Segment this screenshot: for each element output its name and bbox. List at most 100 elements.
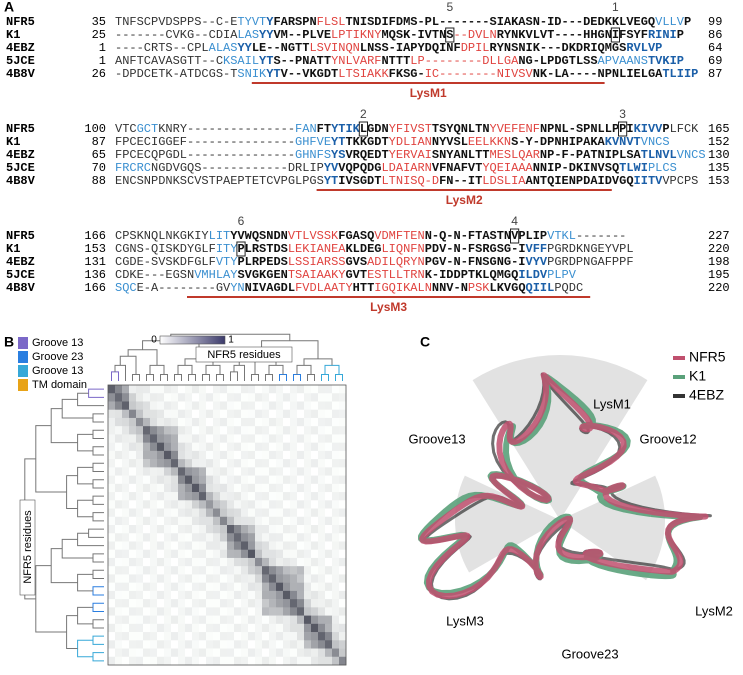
heatmap-cell: [171, 409, 179, 419]
heatmap-cell: [143, 442, 151, 452]
heatmap-cell: [241, 492, 249, 501]
heatmap-cell: [276, 467, 284, 476]
heatmap-cell: [304, 459, 312, 468]
heatmap-cell: [227, 500, 235, 509]
residue-run: VTC: [115, 122, 137, 136]
heatmap-cell: [269, 590, 277, 600]
heatmap-cell: [269, 549, 277, 559]
heatmap-cell: [283, 385, 291, 394]
heatmap-cell: [304, 590, 312, 600]
heatmap-cell: [262, 401, 270, 411]
heatmap-cell: [185, 566, 193, 575]
heatmap-cell: [220, 442, 228, 452]
heatmap-cell: [199, 599, 207, 608]
start-position: 26: [92, 67, 106, 81]
heatmap-cell: [108, 442, 116, 452]
heatmap-cell: [115, 549, 123, 559]
heatmap-cell: [220, 508, 228, 518]
heatmap-cell: [213, 467, 221, 476]
heatmap-cell: [227, 475, 235, 485]
heatmap-cell: [227, 393, 235, 402]
heatmap-cell: [108, 401, 116, 411]
heatmap-cell: [290, 656, 298, 666]
heatmap-cell: [297, 516, 305, 526]
heatmap-cell: [269, 632, 277, 641]
residue-run: KLDEG: [345, 242, 381, 256]
region-label: LysM1: [410, 86, 447, 100]
heatmap-cell: [332, 467, 340, 476]
heatmap-cell: [290, 442, 298, 452]
sequence: CGDE-SVSKDFGLFVTYPLRPEDSLSSIARSSGVSADILQ…: [115, 255, 634, 269]
heatmap-cell: [157, 648, 165, 658]
heatmap-cell: [178, 640, 186, 649]
heatmap-cell: [325, 656, 333, 666]
heatmap-cell: [150, 409, 158, 419]
heatmap-cell: [276, 450, 284, 460]
heatmap-cell: [199, 492, 207, 501]
heatmap-cell: [157, 599, 165, 608]
heatmap-cell: [164, 549, 172, 559]
heatmap-cell: [143, 590, 151, 600]
heatmap-cell: [318, 623, 326, 633]
heatmap-cell: [283, 533, 291, 542]
backbone-ribbon: [419, 372, 709, 600]
heatmap-cell: [150, 393, 158, 402]
heatmap-cell: [129, 467, 137, 476]
heatmap-cell: [269, 599, 277, 608]
heatmap-cell: [255, 599, 263, 608]
region-label: LysM2: [446, 193, 483, 207]
heatmap-cell: [297, 442, 305, 452]
heatmap-cell: [339, 508, 347, 518]
heatmap-cell: [122, 409, 130, 419]
sequence: ANFTCAVASGTT--CKSAILYTS--PNATTYNLVARFNTT…: [115, 54, 684, 68]
heatmap-cell: [311, 467, 319, 476]
heatmap-cell: [150, 566, 158, 575]
heatmap-cell: [290, 385, 298, 394]
heatmap-cell: [171, 590, 179, 600]
heatmap-cell: [206, 475, 214, 485]
heatmap-cell: [255, 516, 263, 526]
heatmap-cell: [269, 483, 277, 493]
heatmap-cell: [269, 434, 277, 443]
end-position: 220: [708, 281, 730, 295]
heatmap-cell: [269, 541, 277, 551]
heatmap-cell: [150, 607, 158, 616]
heatmap-cell: [318, 574, 326, 583]
heatmap-cell: [241, 557, 249, 567]
heatmap-cell: [339, 648, 347, 658]
residue-run: GCT: [137, 122, 159, 136]
residue-run: YT: [266, 67, 280, 81]
site-number: 6: [238, 214, 245, 228]
heatmap-cell: [213, 599, 221, 608]
residue-run: YV: [324, 161, 339, 175]
sequence-name: 4B8V: [6, 174, 36, 188]
heatmap-cell: [108, 533, 116, 542]
heatmap-cell: [255, 442, 263, 452]
heatmap-cell: [283, 582, 291, 592]
heatmap-cell: [304, 632, 312, 641]
residue-run: ----CRTS--CPL: [115, 41, 209, 55]
heatmap-cell: [339, 525, 347, 534]
residue-run: FKSG-: [389, 67, 425, 81]
heatmap-cell: [171, 541, 179, 551]
residue-run: LEKIANEA: [288, 242, 346, 256]
heatmap-cell: [311, 648, 319, 658]
heatmap-cell: [220, 549, 228, 559]
heatmap-cell: [164, 557, 172, 567]
heatmap-cell: [206, 525, 214, 534]
heatmap-cell: [276, 417, 284, 427]
heatmap-cell: [185, 549, 193, 559]
heatmap-cell: [185, 442, 193, 452]
heatmap-cell: [136, 426, 144, 435]
heatmap-cell: [227, 632, 235, 641]
heatmap-cell: [220, 409, 228, 419]
heatmap-cell: [108, 467, 116, 476]
residue-run: APVAANS: [598, 54, 648, 68]
sequence: SQCE-A--------GVYNNIVAGDLFVDLAATYHTTIGQI…: [115, 281, 583, 295]
end-position: 86: [708, 28, 722, 42]
residue-run: RVLVP: [626, 41, 662, 55]
heatmap-cell: [276, 590, 284, 600]
heatmap-cell: [143, 516, 151, 526]
heatmap-cell: [318, 450, 326, 460]
residue-run: PLRPEDS: [237, 255, 287, 269]
